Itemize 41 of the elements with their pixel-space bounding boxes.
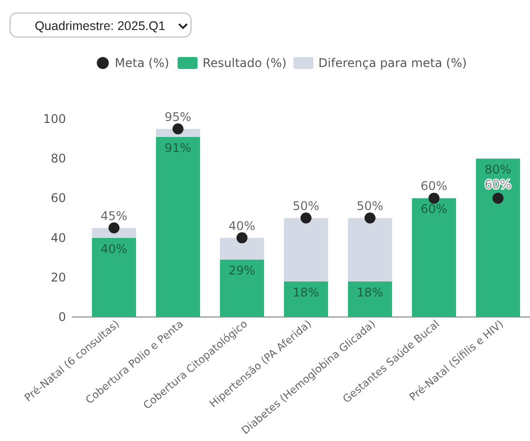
y-tick-label: 60	[50, 191, 66, 206]
bar	[284, 218, 328, 282]
data-label: 95%	[164, 110, 192, 124]
point	[108, 222, 120, 234]
legend-label: Resultado (%)	[202, 56, 287, 70]
data-label: 60%	[420, 179, 448, 194]
data-label: 40%	[228, 218, 256, 233]
data-label: 40%	[100, 242, 128, 256]
data-label: 80%	[484, 162, 512, 177]
data-label: 91%	[164, 140, 192, 155]
data-label: 18%	[292, 285, 320, 300]
point	[300, 212, 312, 224]
bar	[348, 218, 392, 282]
y-tick-label: 80	[50, 152, 66, 166]
legend-label: Meta (%)	[114, 56, 170, 70]
bar	[220, 260, 264, 317]
y-tick-label: 40	[50, 230, 66, 245]
bar	[412, 198, 456, 317]
data-label: 60%	[420, 202, 448, 216]
bar	[156, 136, 200, 317]
bar	[284, 281, 328, 317]
point	[172, 123, 184, 134]
point	[364, 212, 376, 224]
data-label: 29%	[228, 264, 256, 278]
y-tick-label: 20	[50, 270, 66, 284]
point	[236, 232, 248, 244]
bar	[220, 238, 264, 260]
bar	[92, 238, 136, 317]
y-tick-label: 0	[58, 310, 66, 324]
point	[492, 192, 504, 204]
data-label: 60%	[484, 178, 512, 192]
data-label: 45%	[100, 208, 128, 223]
data-label: 50%	[292, 199, 320, 213]
point	[428, 192, 440, 204]
data-label: 50%	[356, 199, 384, 213]
data-label: 18%	[356, 285, 384, 300]
bar	[348, 281, 392, 317]
dropdown-field: Quadrimestre: 2025.Q1	[10, 12, 192, 38]
bar	[476, 158, 520, 317]
y-tick-label: 100	[43, 112, 66, 126]
legend-label: Diferença para meta (%)	[318, 56, 467, 70]
